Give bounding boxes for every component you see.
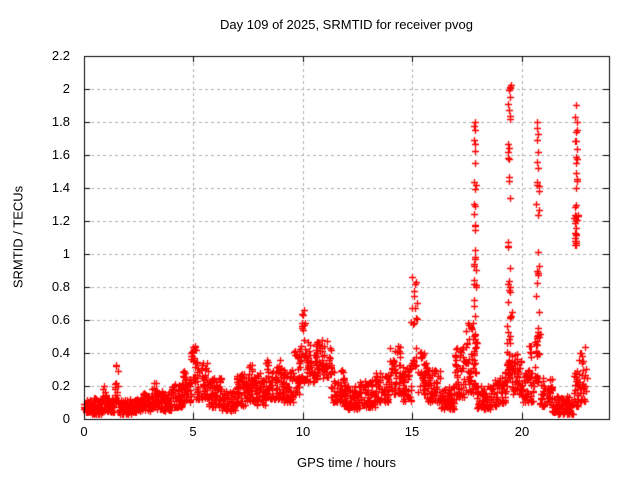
y-tick-label: 2.2 [51, 48, 70, 63]
y-tick-label: 1.6 [51, 147, 70, 162]
x-tick-label: 0 [80, 424, 88, 439]
x-tick-label: 5 [189, 424, 197, 439]
x-axis-label: GPS time / hours [297, 455, 396, 470]
y-axis-label: SRMTID / TECUs [10, 185, 26, 289]
y-tick-label: 0.2 [51, 378, 70, 393]
y-tick-label: 1.8 [51, 114, 70, 129]
y-tick-label: 0.8 [51, 279, 70, 294]
y-tick-label: 1.2 [51, 213, 70, 228]
y-tick-label: 0.4 [51, 345, 70, 360]
y-tick-label: 2 [62, 81, 70, 96]
x-tick-label: 15 [404, 424, 420, 439]
y-tick-label: 1.4 [51, 180, 70, 195]
y-tick-label: 0.6 [51, 312, 70, 327]
y-tick-label: 0 [62, 411, 70, 426]
y-tick-label: 1 [62, 246, 70, 261]
x-tick-label: 10 [295, 424, 311, 439]
x-tick-label: 20 [514, 424, 530, 439]
chart-title: Day 109 of 2025, SRMTID for receiver pvo… [220, 17, 473, 32]
